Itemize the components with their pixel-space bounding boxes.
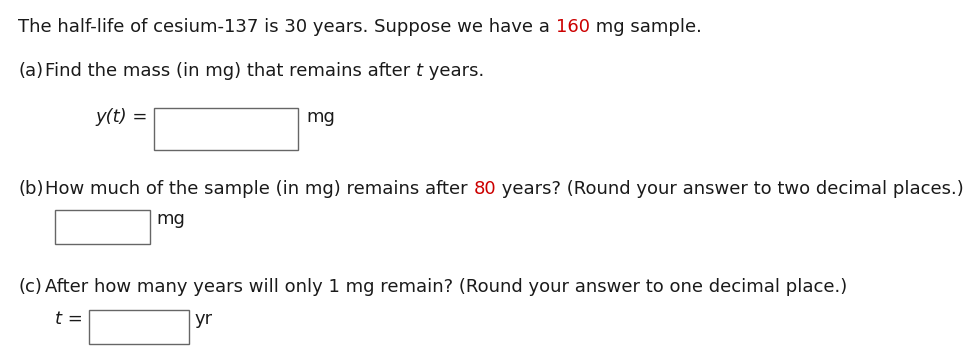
Text: (a): (a) bbox=[18, 62, 43, 80]
Text: mg sample.: mg sample. bbox=[590, 18, 702, 36]
Text: (b): (b) bbox=[18, 180, 43, 198]
Text: (c): (c) bbox=[18, 278, 42, 296]
Text: t =: t = bbox=[55, 310, 83, 328]
Text: t: t bbox=[416, 62, 423, 80]
Text: mg: mg bbox=[156, 210, 185, 228]
FancyBboxPatch shape bbox=[89, 310, 189, 344]
Text: yr: yr bbox=[195, 310, 213, 328]
FancyBboxPatch shape bbox=[55, 210, 150, 244]
Text: How much of the sample (in mg) remains after: How much of the sample (in mg) remains a… bbox=[45, 180, 473, 198]
Text: mg: mg bbox=[307, 108, 335, 126]
FancyBboxPatch shape bbox=[154, 108, 299, 150]
Text: After how many years will only 1 mg remain? (Round your answer to one decimal pl: After how many years will only 1 mg rema… bbox=[45, 278, 848, 296]
Text: y(t) =: y(t) = bbox=[95, 108, 148, 126]
Text: Find the mass (in mg) that remains after: Find the mass (in mg) that remains after bbox=[45, 62, 416, 80]
Text: 160: 160 bbox=[556, 18, 590, 36]
Text: The half-life of cesium-137 is 30 years. Suppose we have a: The half-life of cesium-137 is 30 years.… bbox=[18, 18, 556, 36]
Text: 80: 80 bbox=[473, 180, 496, 198]
Text: years? (Round your answer to two decimal places.): years? (Round your answer to two decimal… bbox=[496, 180, 963, 198]
Text: years.: years. bbox=[423, 62, 484, 80]
